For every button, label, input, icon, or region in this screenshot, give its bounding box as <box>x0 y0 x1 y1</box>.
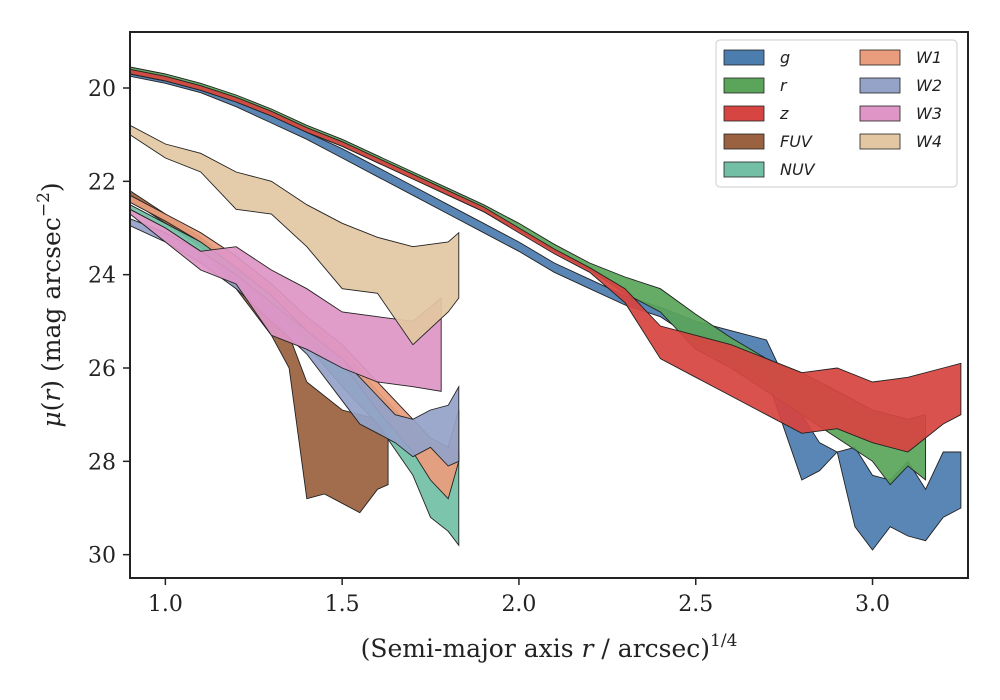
legend-box <box>715 39 958 188</box>
legend-label-w1: W1 <box>916 48 942 67</box>
x-axis-label: (Semi-major axis r / arcsec)1/4 <box>361 631 738 663</box>
x-axis-label-pre: (Semi-major axis <box>361 634 582 663</box>
area-w4 <box>129 124 460 346</box>
legend-swatch-w1 <box>859 49 901 66</box>
y-tick-label: 30 <box>88 544 116 569</box>
area-w3 <box>129 208 442 392</box>
legend-label-w4: W4 <box>916 132 942 151</box>
x-axis-label-post: / arcsec) <box>593 634 710 663</box>
legend-label-nuv: NUV <box>780 160 816 179</box>
axis-ticks: 1.0 1.5 2.0 2.5 3.0 20 22 24 26 28 30 <box>88 77 890 617</box>
legend-swatch-z <box>723 105 765 122</box>
chart-areas <box>129 66 962 551</box>
x-tick-label: 3.0 <box>855 592 890 617</box>
legend-swatch-r <box>723 77 765 94</box>
y-tick-label: 26 <box>88 357 116 382</box>
area-g <box>129 68 962 551</box>
legend-swatch-nuv <box>723 161 765 178</box>
legend-swatch-g <box>723 49 765 66</box>
legend-label-w3: W3 <box>916 104 942 123</box>
y-tick-label: 28 <box>88 450 116 475</box>
legend-swatch-w3 <box>859 105 901 122</box>
legend-label-z: z <box>779 104 789 123</box>
x-tick-label: 2.0 <box>501 592 536 617</box>
x-axis-label-var: r <box>582 634 596 663</box>
legend-label-g: g <box>780 48 790 67</box>
y-axis-label-mu: μ <box>37 411 66 427</box>
area-z <box>129 68 962 453</box>
y-axis-label-sup: −2 <box>34 192 54 217</box>
y-tick-label: 22 <box>88 170 116 195</box>
legend-swatch-fuv <box>723 133 765 150</box>
y-axis-label: μ(r) (mag arcsec−2) <box>34 182 66 427</box>
y-axis-label-var: r <box>37 388 66 402</box>
x-tick-label: 1.5 <box>325 592 360 617</box>
legend-swatch-w2 <box>859 77 901 94</box>
y-tick-label: 20 <box>88 77 116 102</box>
plot-frame <box>129 31 969 579</box>
y-axis-label-mid: (mag arcsec <box>37 217 66 380</box>
x-tick-label: 1.0 <box>148 592 183 617</box>
legend-label-w2: W2 <box>916 76 942 95</box>
y-tick-label: 24 <box>88 264 116 289</box>
y-axis-label-end: ) <box>37 182 66 192</box>
y-axis-label-open: ( <box>37 402 66 412</box>
legend-label-fuv: FUV <box>780 132 813 151</box>
x-axis-label-sup: 1/4 <box>710 631 737 651</box>
y-axis-label-close: ) <box>37 380 66 390</box>
legend: grz FUV NUV W1 W2 W3 W4 <box>715 39 958 188</box>
legend-label-r: r <box>780 76 788 95</box>
legend-swatch-w4 <box>859 133 901 150</box>
x-tick-label: 2.5 <box>678 592 713 617</box>
